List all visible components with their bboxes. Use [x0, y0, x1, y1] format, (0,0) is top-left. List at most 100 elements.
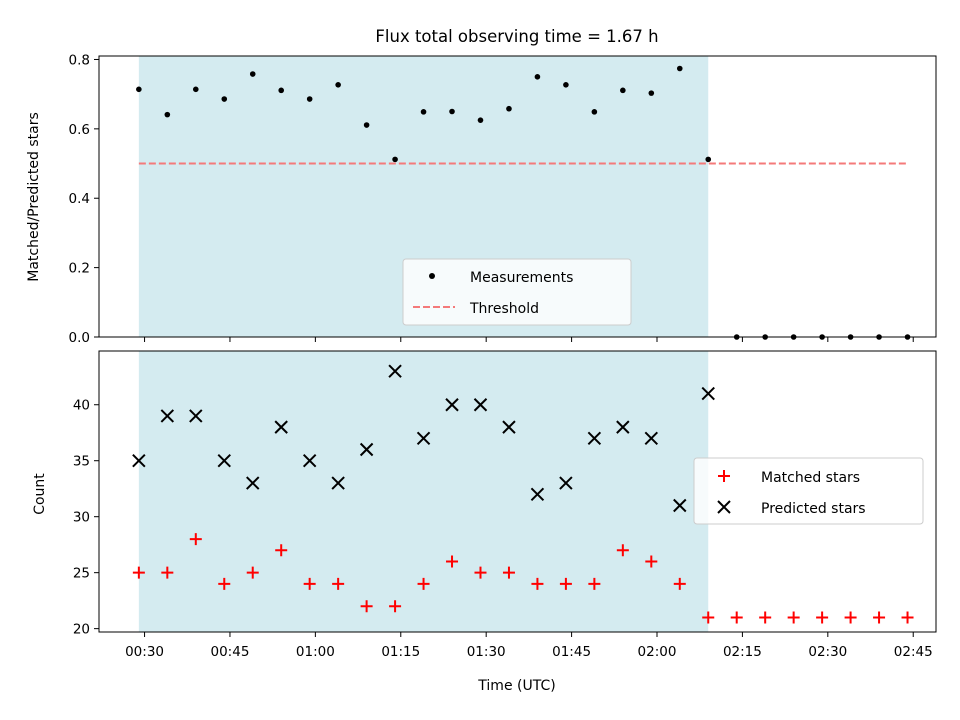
x-tick-label: 02:00 [638, 644, 677, 660]
predicted-stars-point [701, 386, 715, 401]
matched-stars-point [702, 611, 715, 624]
legend-predicted-marker [717, 500, 731, 514]
legend-predicted-label: Predicted stars [761, 501, 866, 517]
measurement-point [392, 156, 398, 163]
x-tick-label: 01:45 [552, 644, 591, 660]
measurement-point [420, 109, 427, 115]
matched-stars-point [673, 577, 686, 590]
matched-stars-point [901, 611, 914, 624]
matched-stars-point [531, 577, 544, 590]
legend-matched-marker [718, 470, 730, 482]
bottom-legend: Matched stars Predicted stars [693, 457, 924, 525]
predicted-stars-point [473, 398, 488, 412]
top-y-tick-label: 0.0 [69, 330, 90, 346]
matched-stars-point [502, 566, 515, 579]
matched-stars-point [189, 533, 202, 546]
ratio-panel: 0.0 0.2 0.4 0.6 0.8 Flux total observing tim… [26, 27, 937, 346]
measurement-point [221, 96, 228, 102]
measurement-point [278, 87, 285, 94]
predicted-stars-point [246, 476, 260, 490]
predicted-stars-point [644, 431, 659, 446]
bottom-axes-frame [98, 350, 937, 633]
x-tick-label: 00:30 [125, 644, 164, 660]
predicted-stars-point [445, 398, 459, 412]
measurement-point [363, 122, 370, 128]
x-tick-label: 01:30 [467, 644, 506, 660]
matched-stars-point [389, 600, 402, 613]
matched-stars-point [446, 555, 459, 568]
legend-measurements-marker [429, 273, 435, 279]
measurement-point [335, 81, 341, 88]
matched-stars-point [645, 555, 658, 568]
top-x-ticks [144, 337, 914, 342]
measurement-point [620, 87, 626, 94]
measurement-point [306, 96, 313, 102]
x-tick-label: 01:00 [296, 644, 335, 660]
predicted-stars-point [160, 409, 175, 423]
top-y-axis-label: Matched/Predicted stars [26, 112, 42, 282]
matched-stars-point [787, 611, 800, 624]
bot-y-tick-label: 35 [73, 454, 90, 470]
measurement-point [534, 74, 541, 80]
top-y-ticks: 0.0 0.2 0.4 0.6 0.8 [69, 52, 99, 346]
matched-stars-point [417, 577, 430, 590]
top-axes-frame [98, 55, 937, 338]
bot-y-tick-label: 25 [73, 566, 90, 582]
measurement-point [449, 108, 455, 115]
predicted-stars-point [302, 454, 317, 468]
bottom-y-axis-label: Count [32, 473, 48, 515]
predicted-stars-point [587, 431, 602, 446]
matched-stars-point [332, 577, 345, 590]
matched-stars-point [360, 600, 373, 613]
predicted-stars-point [530, 487, 545, 502]
predicted-stars-point [416, 431, 431, 446]
predicted-stars-point [359, 442, 374, 457]
matched-stars-point [616, 544, 629, 557]
measurement-point [648, 90, 655, 96]
matched-stars-point [303, 577, 316, 590]
predicted-stars-point [559, 476, 573, 490]
matched-stars-point [161, 566, 174, 579]
matched-stars-point [132, 566, 145, 579]
x-tick-label: 01:15 [381, 644, 420, 660]
legend-threshold-label: Threshold [469, 301, 539, 317]
x-tick-label: 00:45 [211, 644, 250, 660]
predicted-stars-point [132, 454, 146, 468]
predicted-stars-point [673, 498, 687, 513]
matched-stars-point [844, 611, 857, 624]
matched-stars-point [246, 566, 259, 579]
top-legend: Measurements Threshold [402, 258, 632, 326]
predicted-stars-point [217, 454, 231, 468]
x-axis-label: Time (UTC) [477, 678, 555, 694]
matched-stars-point [873, 611, 886, 624]
matched-stars-point [759, 611, 772, 624]
matched-stars-point [730, 611, 743, 624]
bot-y-tick-label: 40 [73, 398, 90, 414]
bottom-y-ticks: 20 25 30 35 40 [73, 398, 99, 638]
predicted-stars-point [274, 420, 288, 434]
measurement-point [249, 71, 256, 77]
predicted-stars-point [189, 409, 203, 423]
matched-stars-point [588, 577, 601, 590]
matched-stars-point [559, 577, 572, 590]
measurement-point [136, 86, 142, 93]
legend-matched-label: Matched stars [761, 470, 860, 486]
measurement-point [192, 86, 199, 93]
measurement-point [591, 109, 598, 115]
bot-y-tick-label: 20 [73, 622, 90, 638]
top-y-tick-label: 0.4 [69, 191, 90, 207]
counts-panel: 20 25 30 35 40 00:30 00:45 01:00 01:15 01:30 01:4… [32, 350, 937, 694]
predicted-stars-point [502, 420, 516, 434]
matched-stars-point [275, 544, 288, 557]
bot-y-tick-label: 30 [73, 510, 90, 526]
measurement-point [477, 117, 484, 123]
predicted-stars-point [616, 420, 630, 434]
measurement-point [563, 81, 569, 88]
x-tick-label: 02:30 [808, 644, 847, 660]
x-tick-label: 02:15 [723, 644, 762, 660]
measurement-point [164, 111, 171, 118]
predicted-stars-point [388, 364, 402, 378]
matched-stars-point [474, 566, 487, 579]
top-y-tick-label: 0.2 [69, 261, 90, 277]
